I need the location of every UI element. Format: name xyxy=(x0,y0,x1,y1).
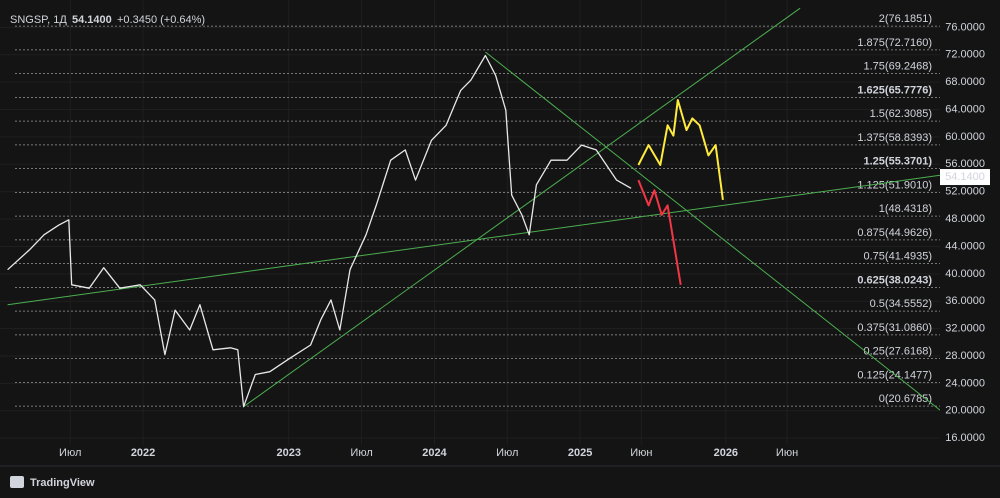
fib-label: 1.625(65.7776) xyxy=(857,84,932,96)
fib-label: 2(76.1851) xyxy=(879,13,932,25)
y-tick-label: 32.0000 xyxy=(945,323,985,335)
x-tick-label: Июл xyxy=(496,447,518,459)
fib-label: 1.125(51.9010) xyxy=(857,179,932,191)
x-tick-label: Июн xyxy=(630,447,652,459)
fib-label: 0.875(44.9626) xyxy=(857,227,932,239)
y-tick-label: 64.0000 xyxy=(945,103,985,115)
y-tick-label: 24.0000 xyxy=(945,377,985,389)
x-tick-label: 2026 xyxy=(714,447,738,459)
fib-label: 1.875(72.7160) xyxy=(857,37,932,49)
fib-label: 0.5(34.5552) xyxy=(870,298,932,310)
symbol: SNGSP, 1Д xyxy=(10,14,67,26)
fib-label: 0.75(41.4935) xyxy=(864,251,933,263)
y-tick-label: 16.0000 xyxy=(945,432,985,444)
last-price-axis-label: 54.1400 xyxy=(945,171,985,183)
logo-icon xyxy=(10,476,24,488)
y-tick-label: 36.0000 xyxy=(945,295,985,307)
last-price-box xyxy=(940,169,990,186)
x-tick-label: 2022 xyxy=(131,447,155,459)
y-tick-label: 68.0000 xyxy=(945,76,985,88)
x-tick-label: Июл xyxy=(350,447,372,459)
x-tick-label: 2025 xyxy=(568,447,592,459)
y-tick-label: 40.0000 xyxy=(945,268,985,280)
grid xyxy=(0,0,940,445)
price-change: +0.3450 (+0.64%) xyxy=(117,14,205,26)
fib-label: 1.25(55.3701) xyxy=(864,156,933,168)
x-tick-label: Июн xyxy=(776,447,798,459)
trend-line xyxy=(7,174,940,306)
fib-label: 1(48.4318) xyxy=(879,203,932,215)
fib-label: 0.125(24.1477) xyxy=(857,369,932,381)
y-tick-label: 56.0000 xyxy=(945,158,985,170)
trend-line xyxy=(485,51,940,411)
fib-label: 0.375(31.0860) xyxy=(857,322,932,334)
fib-label: 0.25(27.6168) xyxy=(864,346,933,358)
y-tick-label: 52.0000 xyxy=(945,186,985,198)
last-price: 54.1400 xyxy=(72,14,112,26)
fib-label: 1.375(58.8393) xyxy=(857,132,932,144)
y-tick-label: 20.0000 xyxy=(945,405,985,417)
y-tick-label: 60.0000 xyxy=(945,131,985,143)
fib-label: 0(20.6785) xyxy=(879,393,932,405)
fib-label: 0.625(38.0243) xyxy=(857,274,932,286)
x-tick-label: 2023 xyxy=(277,447,301,459)
plot: 2(76.1851) 1.875(72.7160) 1.75(69.2468) 1.6… xyxy=(7,7,940,411)
y-tick-label: 76.0000 xyxy=(945,21,985,33)
y-tick-label: 28.0000 xyxy=(945,350,985,362)
y-tick-label: 72.0000 xyxy=(945,49,985,61)
y-tick-label: 48.0000 xyxy=(945,213,985,225)
price-line xyxy=(637,179,682,285)
y-tick-label: 44.0000 xyxy=(945,240,985,252)
x-tick-label: Июл xyxy=(59,447,81,459)
trend-line xyxy=(243,7,801,408)
x-tick-label: 2024 xyxy=(422,447,447,459)
fib-label: 1.75(69.2468) xyxy=(864,61,933,73)
price-line xyxy=(7,54,632,408)
branding[interactable]: TradingView xyxy=(30,477,95,489)
fib-label: 1.5(62.3085) xyxy=(870,108,932,120)
price-line xyxy=(637,99,724,201)
